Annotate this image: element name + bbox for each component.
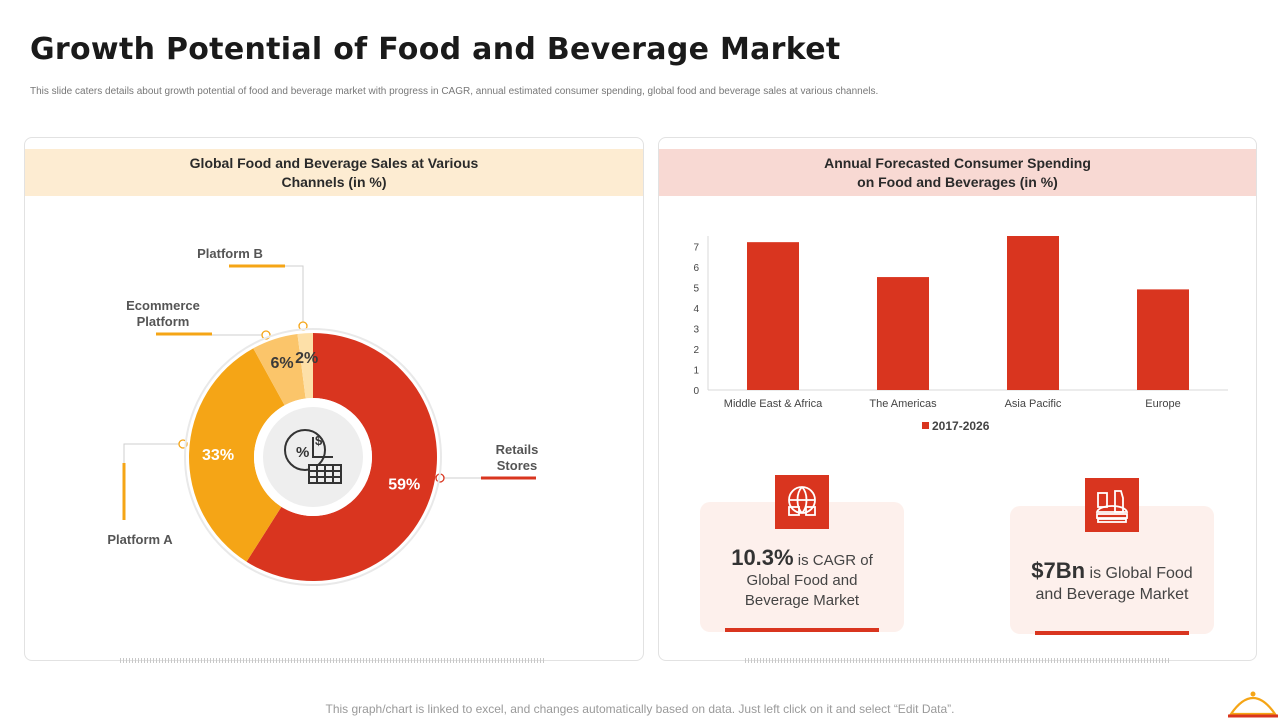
callout-retails-stores: Retails Stores — [495, 442, 539, 473]
sales-channels-heading: Global Food and Beverage Sales at Variou… — [25, 149, 643, 196]
stat-cagr-value: 10.3% — [731, 545, 794, 570]
stat-cagr-inline: is CAGR of — [797, 552, 873, 569]
stat-market-text: $7Bn is Global Food and Beverage Market — [1010, 560, 1214, 605]
page-subtitle: This slide caters details about growth p… — [30, 86, 879, 97]
consumer-spending-heading-text: Annual Forecasted Consumer Spending on F… — [824, 154, 1091, 190]
stat-cagr-rest: Global Food and Beverage Market — [744, 572, 860, 609]
stat-cagr-underline — [725, 628, 879, 632]
callout-ecommerce-platform: Ecommerce Platform — [126, 298, 200, 329]
sales-channels-card[interactable]: Global Food and Beverage Sales at Variou… — [24, 137, 644, 663]
callout-platform-a: Platform A — [107, 532, 173, 547]
consumer-spending-heading: Annual Forecasted Consumer Spending on F… — [659, 149, 1256, 196]
page-title: Growth Potential of Food and Beverage Ma… — [30, 32, 841, 67]
stat-market-value: $7Bn — [1031, 558, 1086, 583]
card-hatch-decoration — [745, 658, 1171, 663]
card-hatch-decoration — [120, 658, 546, 663]
globe-food-icon — [775, 475, 829, 529]
stat-market-underline — [1035, 631, 1189, 635]
stat-cagr-text: 10.3% is CAGR of Global Food and Beverag… — [700, 545, 904, 611]
callout-platform-b: Platform B — [197, 246, 263, 261]
sales-channels-heading-text: Global Food and Beverage Sales at Variou… — [189, 154, 479, 190]
stat-market-rest: and Beverage Market — [1035, 586, 1189, 603]
stat-market-inline: is Global Food — [1089, 565, 1193, 582]
cloche-icon — [1228, 691, 1278, 718]
footnote: This graph/chart is linked to excel, and… — [325, 702, 955, 716]
fast-food-icon — [1085, 478, 1139, 532]
